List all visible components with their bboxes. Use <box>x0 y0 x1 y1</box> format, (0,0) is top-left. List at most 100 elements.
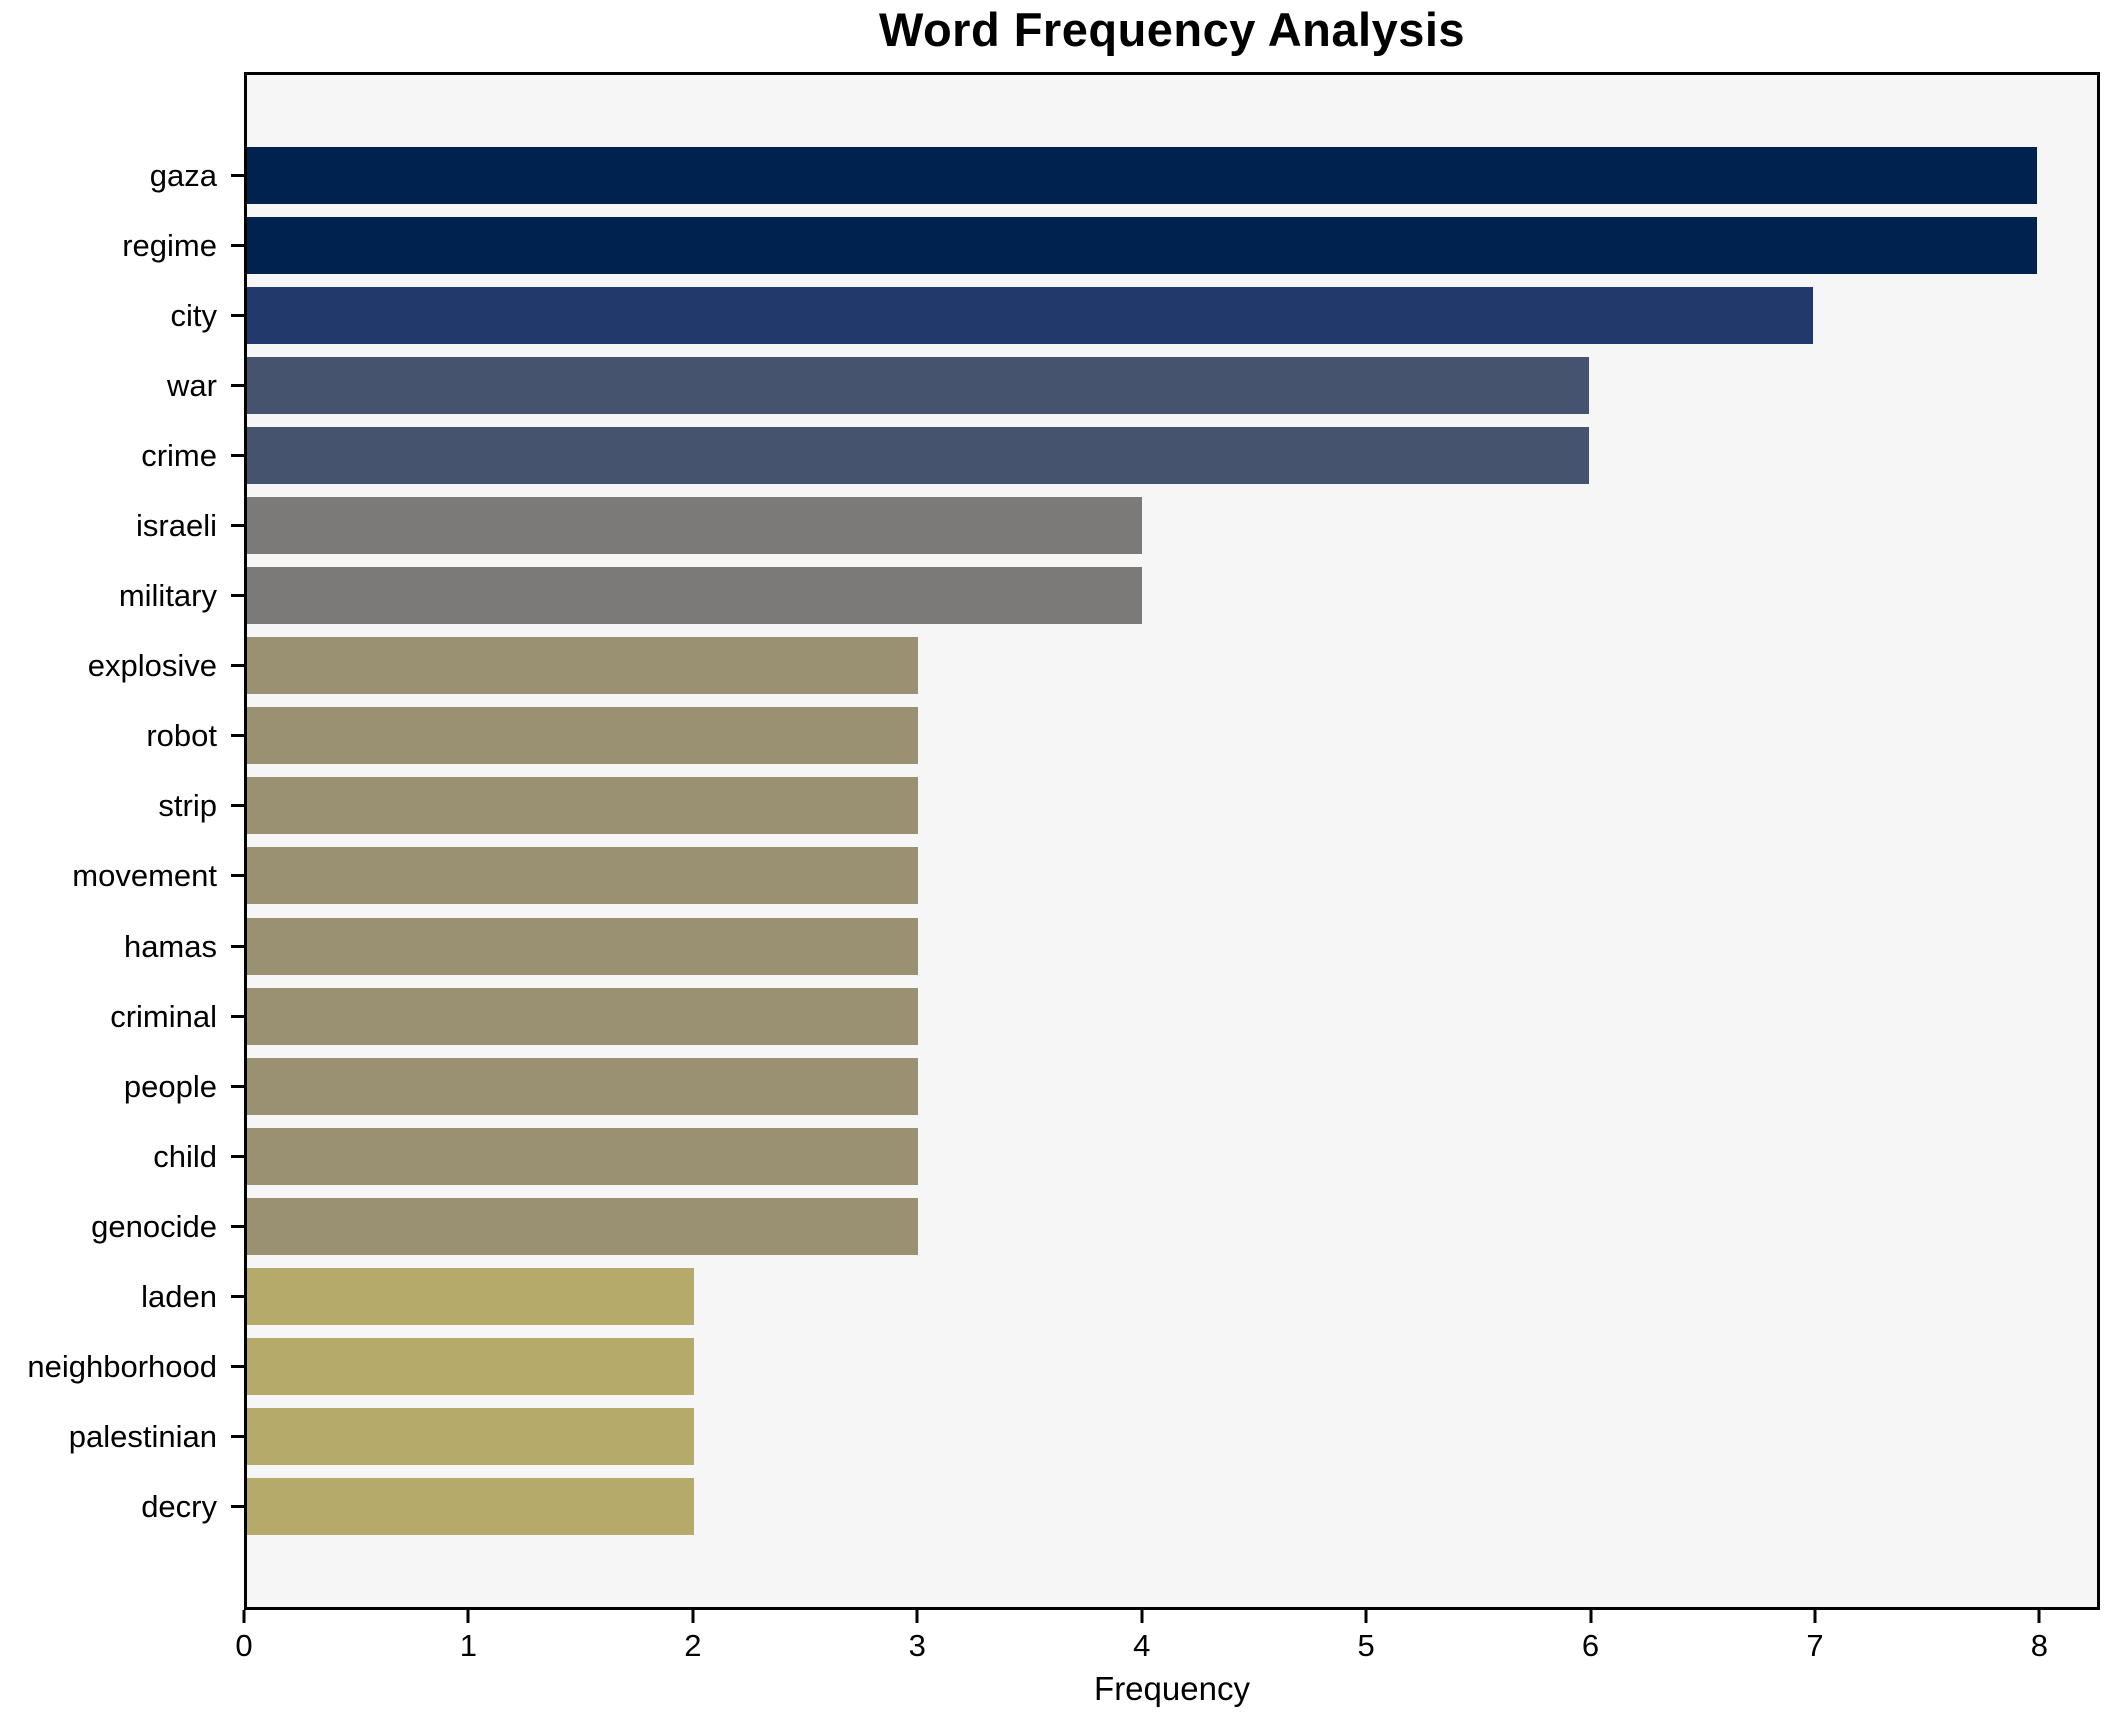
plot-area: gaza regime city war crime israeli military exp… <box>27 72 2100 1610</box>
y-tick-mark <box>231 664 244 668</box>
y-tick-mark <box>231 1224 244 1228</box>
bar-robot <box>247 707 919 765</box>
y-tick-label: neighborhood <box>27 1349 217 1385</box>
bars-container: gaza regime city war crime israeli military exp… <box>27 75 2097 1607</box>
bar-row: strip <box>158 771 2097 841</box>
y-tick-label: laden <box>141 1279 217 1315</box>
bar-palestinian <box>247 1408 695 1466</box>
bar-row: gaza <box>150 140 2097 210</box>
y-tick-mark <box>231 804 244 808</box>
x-tick-label: 7 <box>1806 1628 1824 1663</box>
y-tick-label: robot <box>146 718 217 754</box>
x-axis-label: Frequency <box>1094 1670 1250 1707</box>
bar-row: explosive <box>88 631 2097 701</box>
x-tick-label: 3 <box>908 1628 926 1663</box>
y-tick-label: gaza <box>149 157 217 193</box>
y-tick-label: hamas <box>123 928 217 964</box>
x-tick-label: 5 <box>1357 1628 1375 1663</box>
y-tick-label: palestinian <box>68 1419 217 1455</box>
x-tick-label: 2 <box>684 1628 702 1663</box>
y-tick-mark <box>231 453 244 457</box>
x-tick-label: 4 <box>1133 1628 1151 1663</box>
bar-crime <box>247 426 1590 484</box>
bar-gaza <box>247 146 2037 204</box>
bar-criminal <box>247 987 919 1045</box>
x-tick-mark <box>242 1610 246 1623</box>
bar-regime <box>247 216 2037 274</box>
bar-strip <box>247 777 919 835</box>
bar-row: palestinian <box>69 1402 2097 1472</box>
x-tick-mark <box>915 1610 919 1623</box>
x-tick-label: 6 <box>1581 1628 1600 1663</box>
x-tick-mark <box>691 1610 695 1623</box>
y-tick-label: child <box>153 1138 217 1174</box>
x-tick-label: 1 <box>459 1628 478 1663</box>
bar-row: israeli <box>136 490 2097 560</box>
y-tick-mark <box>231 1435 244 1439</box>
y-tick-label: regime <box>122 227 217 263</box>
chart-title: Word Frequency Analysis <box>878 3 1466 56</box>
bar-row: hamas <box>124 911 2097 981</box>
bar-neighborhood <box>247 1338 695 1396</box>
bar-hamas <box>247 917 919 975</box>
y-tick-mark <box>231 1365 244 1369</box>
bar-row: criminal <box>110 981 2097 1051</box>
y-tick-mark <box>231 1505 244 1509</box>
x-tick-label: 8 <box>2030 1628 2049 1663</box>
bar-war <box>247 356 1590 414</box>
y-tick-label: genocide <box>91 1208 217 1244</box>
y-tick-mark <box>231 173 244 177</box>
bar-row: decry <box>141 1472 2097 1542</box>
y-tick-mark <box>231 1084 244 1088</box>
x-tick-mark <box>1140 1610 1144 1623</box>
y-tick-mark <box>231 594 244 598</box>
y-tick-mark <box>231 313 244 317</box>
bar-row: genocide <box>91 1191 2097 1261</box>
bar-row: regime <box>122 210 2097 280</box>
bar-row: child <box>153 1121 2097 1191</box>
y-tick-label: strip <box>158 788 217 824</box>
y-tick-mark <box>231 1295 244 1299</box>
x-tick-mark <box>2037 1610 2041 1623</box>
bar-movement <box>247 847 919 905</box>
y-tick-label: city <box>170 297 218 333</box>
bar-military <box>247 567 1142 625</box>
bar-explosive <box>247 637 919 695</box>
y-tick-mark <box>231 383 244 387</box>
bar-row: movement <box>72 841 2097 911</box>
bar-row: laden <box>141 1262 2097 1332</box>
y-tick-label: criminal <box>110 998 217 1034</box>
bar-row: people <box>124 1051 2097 1121</box>
y-tick-label: israeli <box>136 508 217 544</box>
x-tick-mark <box>466 1610 470 1623</box>
y-tick-label: decry <box>141 1489 217 1525</box>
bar-row: neighborhood <box>27 1332 2097 1402</box>
bar-genocide <box>247 1197 919 1255</box>
y-tick-label: movement <box>72 858 217 894</box>
bar-row: crime <box>141 420 2097 490</box>
y-tick-label: war <box>167 367 217 403</box>
x-axis: 0 1 2 3 4 5 6 7 8 <box>235 1610 2100 1680</box>
bar-row: city <box>171 280 2097 350</box>
y-tick-mark <box>231 1014 244 1018</box>
x-tick-mark <box>1813 1610 1817 1623</box>
y-tick-label: crime <box>141 437 217 473</box>
x-tick-mark <box>1364 1610 1368 1623</box>
y-tick-mark <box>231 944 244 948</box>
y-tick-label: people <box>123 1068 217 1104</box>
bar-row: war <box>167 350 2097 420</box>
bar-laden <box>247 1268 695 1326</box>
bar-people <box>247 1057 919 1115</box>
bar-decry <box>247 1478 695 1536</box>
bar-row: military <box>119 561 2097 631</box>
y-tick-mark <box>231 243 244 247</box>
bar-row: robot <box>146 701 2097 771</box>
bar-child <box>247 1127 919 1185</box>
y-tick-mark <box>231 1154 244 1158</box>
x-tick-mark <box>1589 1610 1593 1623</box>
y-tick-label: military <box>118 578 217 614</box>
bar-city <box>247 286 1813 344</box>
bar-israeli <box>247 497 1142 555</box>
x-tick-label: 0 <box>235 1628 253 1663</box>
y-tick-mark <box>231 734 244 738</box>
